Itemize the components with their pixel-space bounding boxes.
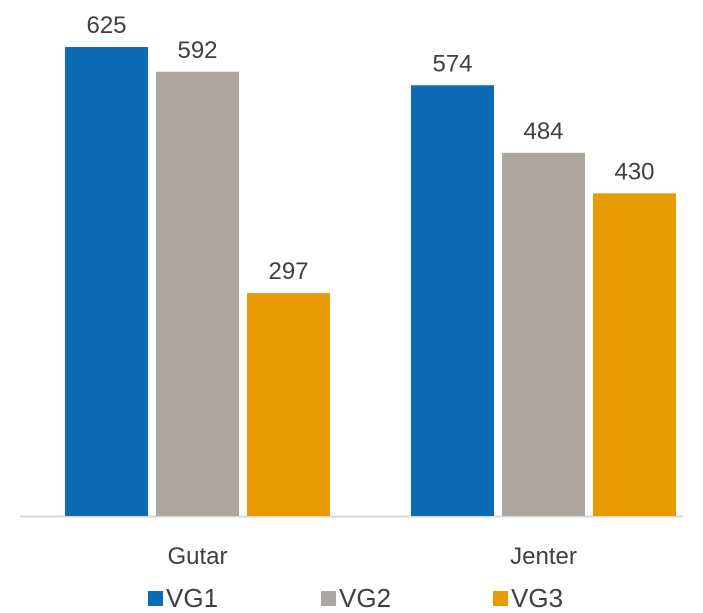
legend-swatch-vg1: [148, 591, 163, 606]
bar-vg1-gutar: [65, 47, 148, 516]
legend-label-vg3: VG3: [511, 583, 563, 613]
bar-vg2-gutar: [156, 71, 239, 517]
legend-swatch-vg2: [321, 591, 336, 606]
data-label-vg2-jenter: 484: [523, 118, 563, 145]
x-tick-label-jenter: Jenter: [510, 543, 577, 570]
data-label-vg3-jenter: 430: [614, 158, 654, 185]
legend-label-vg2: VG2: [339, 583, 391, 613]
bar-vg3-gutar: [247, 293, 330, 516]
data-label-vg1-gutar: 625: [86, 12, 126, 39]
legend-label-vg1: VG1: [166, 583, 218, 613]
bar-vg3-jenter: [593, 193, 676, 516]
data-label-vg2-gutar: 592: [177, 37, 217, 64]
bar-vg1-jenter: [411, 85, 494, 517]
x-tick-label-gutar: Gutar: [167, 543, 227, 570]
legend-swatch-vg3: [493, 591, 508, 606]
bar-vg2-jenter: [502, 152, 585, 516]
data-label-vg3-gutar: 297: [268, 258, 308, 285]
data-label-vg1-jenter: 574: [432, 50, 472, 77]
